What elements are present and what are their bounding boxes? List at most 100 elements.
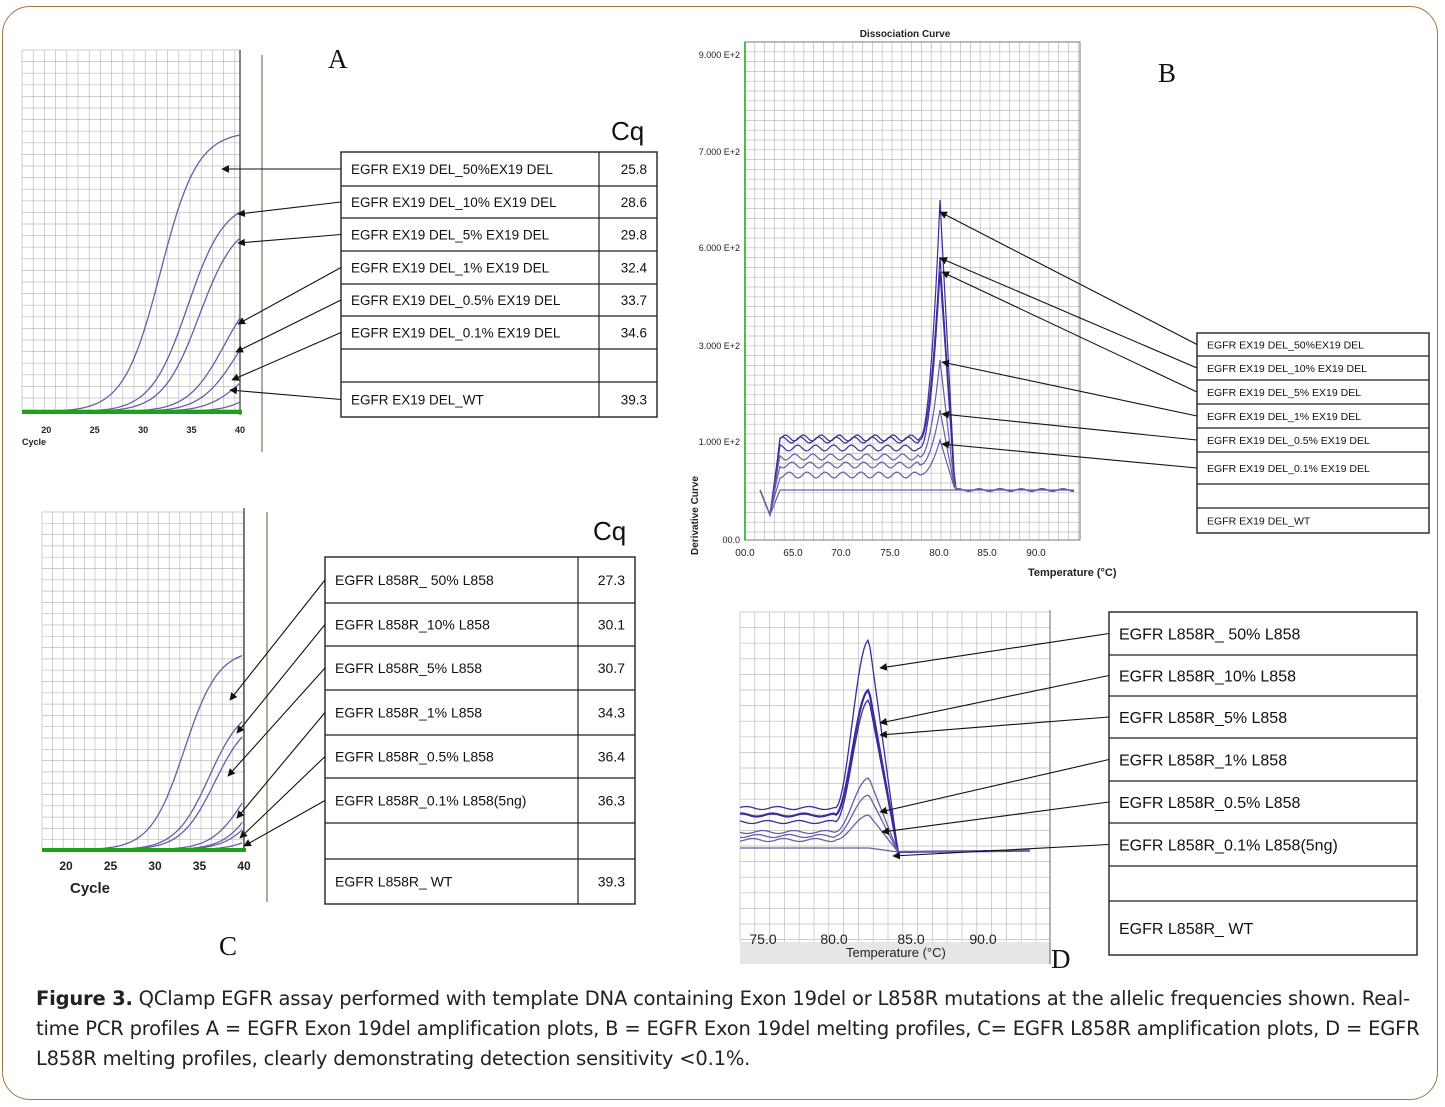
panel-b-x-tick: 70.0 [831, 548, 851, 559]
panel-b-row-label: EGFR EX19 DEL_0.1% EX19 DEL [1207, 463, 1370, 475]
panel-a-x-tick: 40 [235, 425, 245, 435]
panel-d-row-label: EGFR L858R_5% L858 [1119, 710, 1287, 727]
panel-d-table: EGFR L858R_ 50% L858 EGFR L858R_10% L858 E… [1108, 611, 1418, 956]
panel-b-y-tick: 9.000 E+2 [699, 50, 740, 60]
panel-a-curve [22, 211, 241, 413]
panel-a-arrow [237, 267, 342, 325]
panel-a-x-ticks: 20 25 30 35 40 [41, 425, 245, 435]
panel-c-x-tick: 30 [148, 859, 162, 873]
panel-c-x-ticks: 20 25 30 35 40 [59, 859, 251, 873]
panel-a-curve [22, 134, 241, 413]
panel-c-table-border [324, 556, 636, 905]
panel-b-row-label: EGFR EX19 DEL_1% EX19 DEL [1207, 411, 1361, 423]
panel-b-x-tick: 90.0 [1026, 548, 1046, 559]
panel-d-x-tick: 80.0 [820, 931, 847, 947]
panel-a-x-axis-label: Cycle [22, 437, 46, 447]
panel-c-row-label: EGFR L858R_10% L858 [335, 617, 490, 633]
panel-d-row-label: EGFR L858R_1% L858 [1119, 752, 1287, 769]
panel-c-arrow [236, 712, 326, 819]
panel-a-row-label: EGFR EX19 DEL_10% EX19 DEL [351, 195, 557, 210]
panel-d-curves [739, 638, 1030, 854]
panel-c-row-label: EGFR L858R_ 50% L858 [335, 572, 494, 588]
panel-d-table-border [1108, 611, 1418, 956]
panel-a-row-label: EGFR EX19 DEL_WT [351, 392, 484, 407]
panel-a-row-label: EGFR EX19 DEL_0.1% EX19 DEL [351, 325, 561, 340]
panel-b-curves [759, 199, 1075, 518]
panel-b-arrow [941, 359, 1198, 417]
panel-b-table: EGFR EX19 DEL_50%EX19 DEL EGFR EX19 DEL_1… [1196, 332, 1430, 534]
figure-frame [2, 6, 1438, 1100]
panel-c-arrow [227, 667, 326, 777]
panel-d-arrow [879, 674, 1110, 726]
panel-d-x-tick: 85.0 [897, 931, 924, 947]
panel-letter-d: D [1051, 944, 1071, 974]
figure-panels: A B C D 20 25 30 35 40 Cycle Cq EGFR EX19 DE… [21, 29, 1430, 974]
panel-b-x-tick: 00.0 [735, 548, 755, 559]
panel-c-arrow [229, 579, 326, 701]
panel-c-curves [41, 654, 243, 851]
panel-b-y-tick: 1.000 E+2 [699, 437, 740, 447]
panel-b-arrow [941, 271, 1198, 393]
panel-b-row-label: EGFR EX19 DEL_WT [1207, 515, 1311, 527]
panel-c-table: EGFR L858R_ 50% L858 27.3 EGFR L858R_10% L… [324, 556, 636, 905]
panel-d-x-tick: 75.0 [749, 931, 776, 947]
panel-a-grid [21, 49, 240, 412]
panel-b-title: Dissociation Curve [860, 29, 951, 40]
panel-a-row-label: EGFR EX19 DEL_5% EX19 DEL [351, 227, 550, 242]
panel-b-arrow [941, 440, 1198, 469]
panel-b-x-tick: 80.0 [929, 548, 949, 559]
panel-c-x-tick: 40 [237, 859, 251, 873]
panel-b-y-tick: 6.000 E+2 [699, 243, 740, 253]
panel-d-arrow [892, 843, 1110, 860]
panel-c-arrow [236, 624, 326, 734]
panel-b-curve [759, 199, 1075, 518]
panel-c-curve [41, 654, 243, 851]
panel-c-curve [42, 721, 243, 851]
panel-c-row-cq: 39.3 [598, 874, 625, 890]
panel-c-row-cq: 34.3 [598, 705, 625, 721]
panel-b-x-ticks: 00.0 65.0 70.0 75.0 80.0 85.0 90.0 [735, 548, 1046, 559]
panel-a-row-cq: 29.8 [621, 227, 647, 242]
panel-d-arrow [879, 632, 1110, 671]
panel-b-y-tick: 7.000 E+2 [699, 147, 740, 157]
panel-b-x-tick: 65.0 [783, 548, 803, 559]
panel-c-x-tick: 20 [59, 859, 73, 873]
caption-label: Figure 3. [36, 987, 133, 1010]
panel-a-curves [22, 134, 241, 413]
panel-b-curve [759, 437, 1075, 517]
panel-a-arrow [231, 331, 342, 381]
panel-c-row-cq: 30.1 [598, 617, 625, 633]
panel-c-arrows [227, 579, 326, 847]
panel-letter-b: B [1158, 58, 1176, 88]
panel-c-grid [41, 511, 244, 850]
panel-a-row-cq: 33.7 [621, 293, 647, 308]
panel-d-row-label: EGFR L858R_ 50% L858 [1119, 626, 1301, 643]
panel-b-arrow [939, 211, 1198, 345]
panel-c-row-cq: 27.3 [598, 572, 625, 588]
panel-c-row-label: EGFR L858R_0.5% L858 [335, 749, 494, 765]
panel-a-row-cq: 39.3 [621, 392, 647, 407]
panel-d-x-axis-label: Temperature (°C) [846, 945, 946, 960]
panel-c-arrow [243, 800, 326, 847]
panel-d-curve [739, 814, 1030, 853]
panel-a-row-label: EGFR EX19 DEL_1% EX19 DEL [351, 260, 550, 275]
panel-a-row-cq: 28.6 [621, 195, 647, 210]
panel-b-x-tick: 85.0 [977, 548, 997, 559]
panel-d-arrow [881, 801, 1110, 835]
panel-c-x-tick: 35 [193, 859, 207, 873]
panel-a-arrows [221, 165, 342, 401]
panel-d-melting: 75.0 80.0 85.0 90.0 Temperature (°C) EGFR L… [739, 610, 1418, 964]
panel-d-x-ticks: 75.0 80.0 85.0 90.0 [749, 931, 996, 947]
panel-d-row-label: EGFR L858R_10% L858 [1119, 668, 1296, 685]
panel-d-grid [739, 611, 1050, 942]
panel-b-arrow [941, 410, 1198, 441]
panel-c-x-tick: 25 [104, 859, 118, 873]
panel-b-y-ticks: 9.000 E+2 7.000 E+2 6.000 E+2 3.000 E+2 1.00… [699, 50, 740, 545]
panel-b-row-label: EGFR EX19 DEL_50%EX19 DEL [1207, 339, 1364, 351]
panel-b-melting: Dissociation Curve 9.000 E+2 7.000 E+2 6.0… [690, 29, 1430, 579]
panel-b-grid [744, 41, 1081, 541]
panel-d-x-tick: 90.0 [969, 931, 996, 947]
panel-d-row-label: EGFR L858R_0.1% L858(5ng) [1119, 837, 1338, 854]
panel-b-y-axis-label: Derivative Curve [690, 476, 701, 555]
panel-letter-c: C [219, 931, 237, 961]
